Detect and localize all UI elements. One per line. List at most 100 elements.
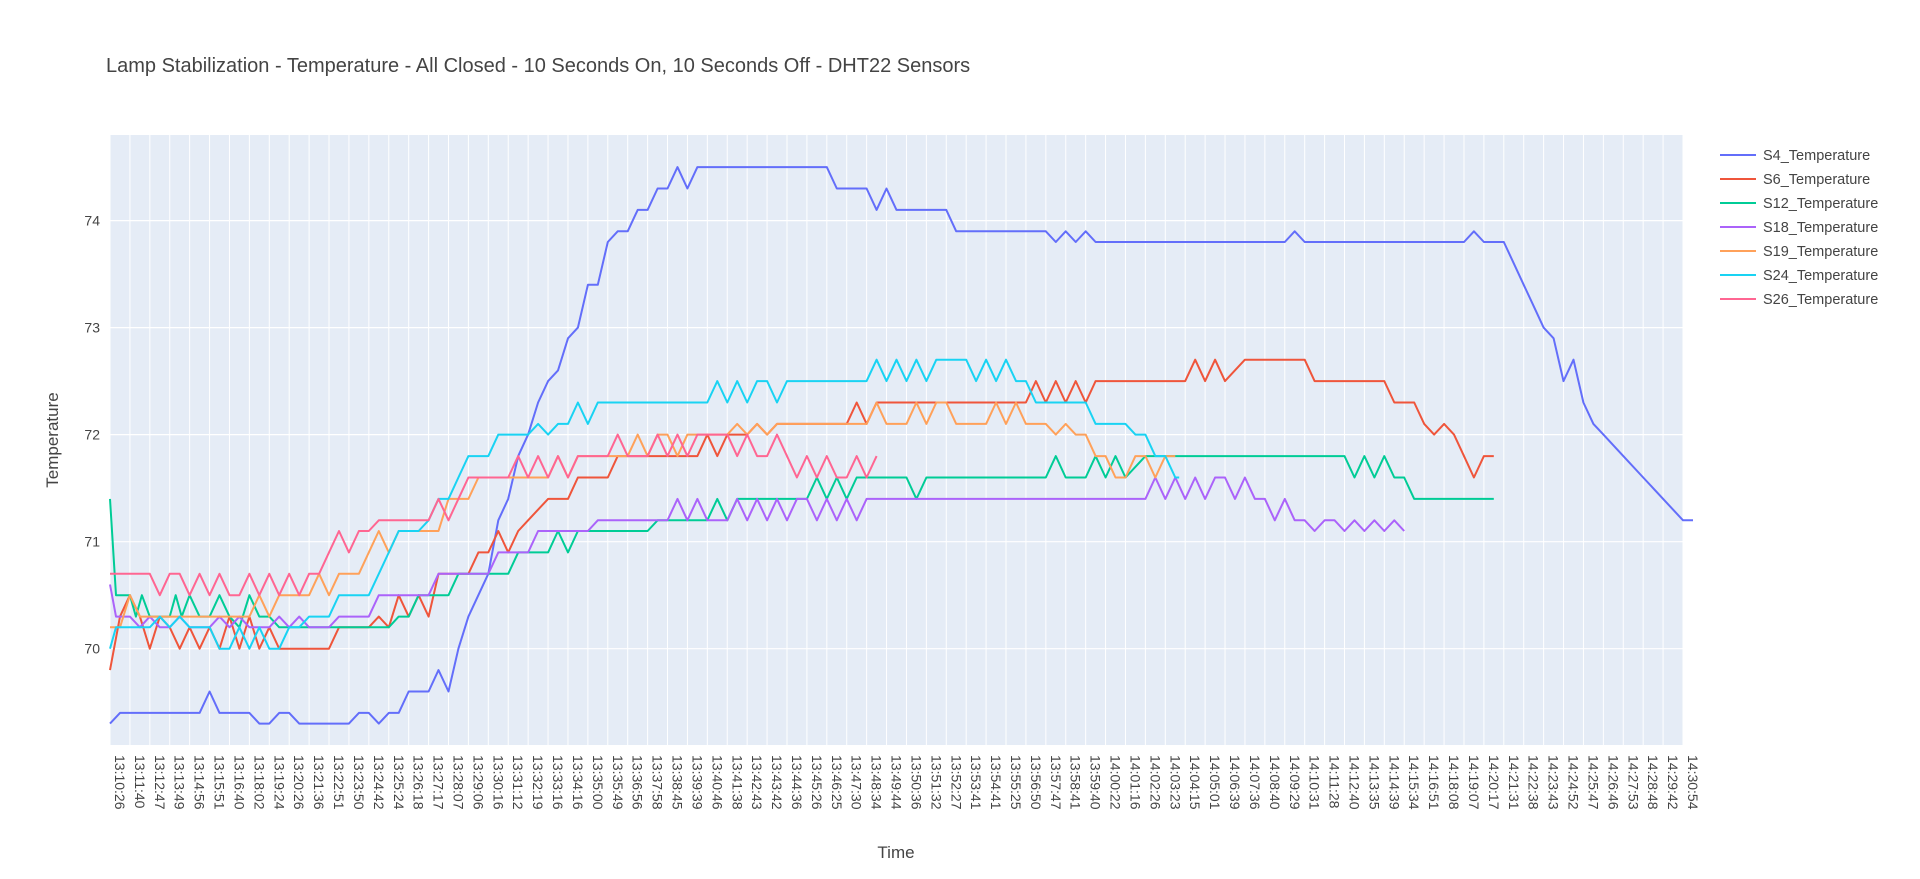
x-tick-label: 13:48:34 [869,755,885,810]
x-tick-label: 13:18:02 [251,755,267,810]
x-tick-label: 13:19:24 [271,755,287,810]
x-tick-label: 13:51:32 [928,755,944,810]
x-tick-label: 13:30:16 [490,755,506,810]
x-tick-label: 13:38:45 [670,755,686,810]
x-tick-label: 13:26:18 [411,755,427,810]
x-tick-label: 13:22:51 [331,755,347,810]
legend-label: S6_Temperature [1763,172,1870,188]
x-tick-label: 13:14:56 [192,755,208,810]
x-tick-label: 13:29:06 [470,755,486,810]
x-tick-label: 13:27:17 [431,755,447,810]
x-tick-label: 14:23:43 [1546,755,1562,810]
x-tick-label: 13:58:41 [1068,755,1084,810]
legend-label: S19_Temperature [1763,244,1878,260]
x-tick-label: 13:39:39 [689,755,705,810]
x-tick-label: 14:26:46 [1605,755,1621,810]
x-tick-label: 14:08:40 [1267,755,1283,810]
series-line-S4_Temperature [109,166,1693,725]
series-line-S24_Temperature [109,358,1180,650]
x-tick-label: 14:16:51 [1426,755,1442,810]
x-tick-label: 14:28:48 [1645,755,1661,810]
x-tick-label: 13:50:36 [909,755,925,810]
x-tick-label: 13:42:43 [749,755,765,810]
legend-item-S12_Temperature[interactable]: S12_Temperature [1720,196,1878,212]
legend-label: S12_Temperature [1763,196,1878,212]
x-tick-label: 14:24:52 [1566,755,1582,810]
chart-title: Lamp Stabilization - Temperature - All C… [106,55,970,77]
legend-item-S18_Temperature[interactable]: S18_Temperature [1720,220,1878,236]
x-tick-label: 14:05:01 [1207,755,1223,810]
legend-item-S26_Temperature[interactable]: S26_Temperature [1720,292,1878,308]
x-tick-label: 13:34:16 [570,755,586,810]
x-tick-label: 14:12:40 [1347,755,1363,810]
x-tick-label: 13:47:30 [849,755,865,810]
x-tick-label: 13:31:12 [510,755,526,810]
x-axis-title: Time [877,843,914,862]
y-axis-title: Temperature [43,392,62,487]
x-tick-label: 13:36:56 [630,755,646,810]
x-tick-label: 14:09:29 [1287,755,1303,810]
x-tick-label: 14:15:34 [1406,755,1422,810]
x-tick-label: 14:11:28 [1327,755,1343,809]
x-tick-label: 14:30:54 [1685,755,1701,810]
x-tick-label: 14:01:16 [1128,755,1144,810]
legend-item-S4_Temperature[interactable]: S4_Temperature [1720,148,1870,164]
y-tick-label: 74 [84,213,100,229]
x-tick-label: 13:25:24 [391,755,407,810]
x-tick-label: 14:10:31 [1307,755,1323,810]
series-line-S26_Temperature [110,433,878,597]
x-tick-label: 13:53:41 [968,755,984,810]
series-line-S18_Temperature [109,476,1405,629]
x-tick-label: 14:27:53 [1625,755,1641,810]
x-tick-label: 13:11:40 [132,755,148,809]
x-tick-label: 13:35:49 [610,755,626,810]
legend-item-S6_Temperature[interactable]: S6_Temperature [1720,172,1870,188]
y-tick-label: 71 [84,534,100,550]
x-tick-label: 14:19:07 [1466,755,1482,810]
legend-label: S18_Temperature [1763,220,1878,236]
x-tick-label: 13:37:58 [650,755,666,810]
x-axis: 13:10:26 13:11:40 13:12:47 13:13:49 13:14:56… [112,755,1701,810]
x-tick-label: 13:32:19 [530,755,546,810]
x-tick-label: 13:54:41 [988,755,1004,810]
x-tick-label: 13:35:00 [590,755,606,810]
legend-item-S19_Temperature[interactable]: S19_Temperature [1720,244,1878,260]
x-tick-label: 13:16:40 [232,755,248,810]
x-tick-label: 14:18:08 [1446,755,1462,810]
plot-area [110,135,1683,745]
series-line-S19_Temperature [110,401,1176,629]
x-tick-label: 13:41:38 [729,755,745,810]
y-axis: 70 71 72 73 74 [84,213,100,657]
x-tick-label: 14:21:31 [1506,755,1522,810]
x-tick-label: 13:52:27 [948,755,964,810]
x-tick-label: 13:28:07 [451,755,467,810]
x-tick-label: 13:57:47 [1048,755,1064,810]
x-tick-label: 13:12:47 [152,755,168,810]
x-tick-label: 14:06:39 [1227,755,1243,810]
legend-item-S24_Temperature[interactable]: S24_Temperature [1720,268,1878,284]
x-tick-label: 13:23:50 [351,755,367,810]
x-tick-label: 13:13:49 [172,755,188,810]
x-tick-label: 14:14:39 [1386,755,1402,810]
x-tick-label: 14:00:22 [1108,755,1124,810]
legend[interactable]: S4_Temperature S6_Temperature S12_Temperat… [1720,148,1878,308]
y-tick-label: 70 [84,641,100,657]
series-line-S6_Temperature [109,358,1494,671]
x-tick-label: 13:20:26 [291,755,307,810]
x-tick-label: 14:22:38 [1526,755,1542,810]
x-tick-label: 13:10:26 [112,755,128,810]
legend-label: S24_Temperature [1763,268,1878,284]
x-tick-label: 14:03:23 [1167,755,1183,810]
x-tick-label: 13:33:16 [550,755,566,810]
x-tick-label: 13:24:42 [371,755,387,810]
x-tick-label: 14:25:47 [1585,755,1601,810]
x-tick-label: 13:21:36 [311,755,327,810]
x-tick-label: 13:49:44 [889,755,905,810]
x-tick-label: 14:13:35 [1366,755,1382,810]
x-tick-label: 13:43:42 [769,755,785,810]
x-tick-label: 14:02:26 [1147,755,1163,810]
x-tick-label: 14:20:17 [1486,755,1502,810]
x-tick-label: 14:29:42 [1665,755,1681,810]
x-tick-label: 13:55:25 [1008,755,1024,810]
